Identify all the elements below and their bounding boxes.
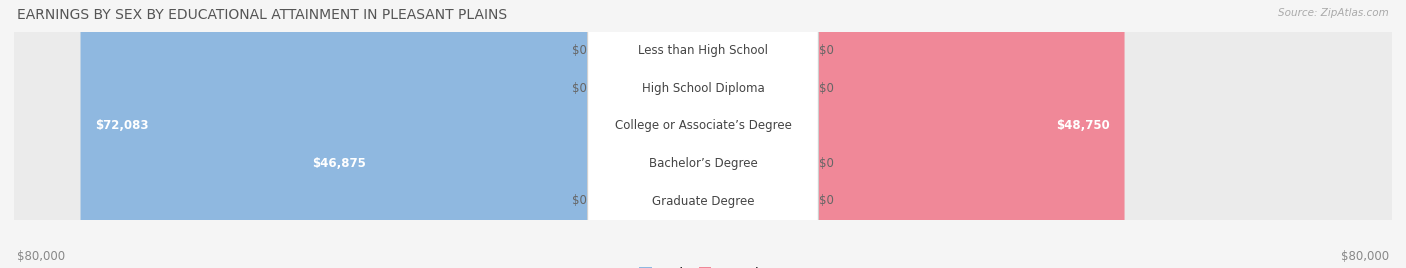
- FancyBboxPatch shape: [13, 0, 1393, 268]
- FancyBboxPatch shape: [751, 0, 815, 268]
- Text: EARNINGS BY SEX BY EDUCATIONAL ATTAINMENT IN PLEASANT PLAINS: EARNINGS BY SEX BY EDUCATIONAL ATTAINMEN…: [17, 8, 508, 22]
- FancyBboxPatch shape: [80, 0, 593, 268]
- FancyBboxPatch shape: [588, 0, 818, 268]
- FancyBboxPatch shape: [588, 0, 818, 268]
- FancyBboxPatch shape: [591, 0, 655, 268]
- FancyBboxPatch shape: [591, 0, 655, 268]
- Text: Bachelor’s Degree: Bachelor’s Degree: [648, 157, 758, 170]
- FancyBboxPatch shape: [13, 0, 1393, 268]
- FancyBboxPatch shape: [13, 0, 1393, 268]
- Text: Graduate Degree: Graduate Degree: [652, 195, 754, 207]
- FancyBboxPatch shape: [298, 0, 593, 268]
- Text: $0: $0: [572, 195, 586, 207]
- Text: College or Associate’s Degree: College or Associate’s Degree: [614, 120, 792, 132]
- Text: $0: $0: [820, 195, 834, 207]
- Legend: Male, Female: Male, Female: [634, 262, 772, 268]
- Text: $0: $0: [820, 82, 834, 95]
- Text: $0: $0: [572, 82, 586, 95]
- Text: $48,750: $48,750: [1056, 120, 1109, 132]
- FancyBboxPatch shape: [588, 0, 818, 268]
- FancyBboxPatch shape: [813, 0, 1125, 268]
- Text: Source: ZipAtlas.com: Source: ZipAtlas.com: [1278, 8, 1389, 18]
- Text: $46,875: $46,875: [312, 157, 366, 170]
- FancyBboxPatch shape: [13, 0, 1393, 268]
- FancyBboxPatch shape: [751, 0, 815, 268]
- Text: $0: $0: [820, 157, 834, 170]
- FancyBboxPatch shape: [751, 0, 815, 268]
- FancyBboxPatch shape: [591, 0, 655, 268]
- Text: High School Diploma: High School Diploma: [641, 82, 765, 95]
- FancyBboxPatch shape: [588, 0, 818, 268]
- FancyBboxPatch shape: [751, 0, 815, 268]
- Text: $80,000: $80,000: [17, 250, 65, 263]
- FancyBboxPatch shape: [13, 0, 1393, 268]
- Text: $0: $0: [572, 44, 586, 57]
- Text: $72,083: $72,083: [96, 120, 149, 132]
- FancyBboxPatch shape: [588, 0, 818, 268]
- Text: Less than High School: Less than High School: [638, 44, 768, 57]
- Text: $0: $0: [820, 44, 834, 57]
- Text: $80,000: $80,000: [1341, 250, 1389, 263]
